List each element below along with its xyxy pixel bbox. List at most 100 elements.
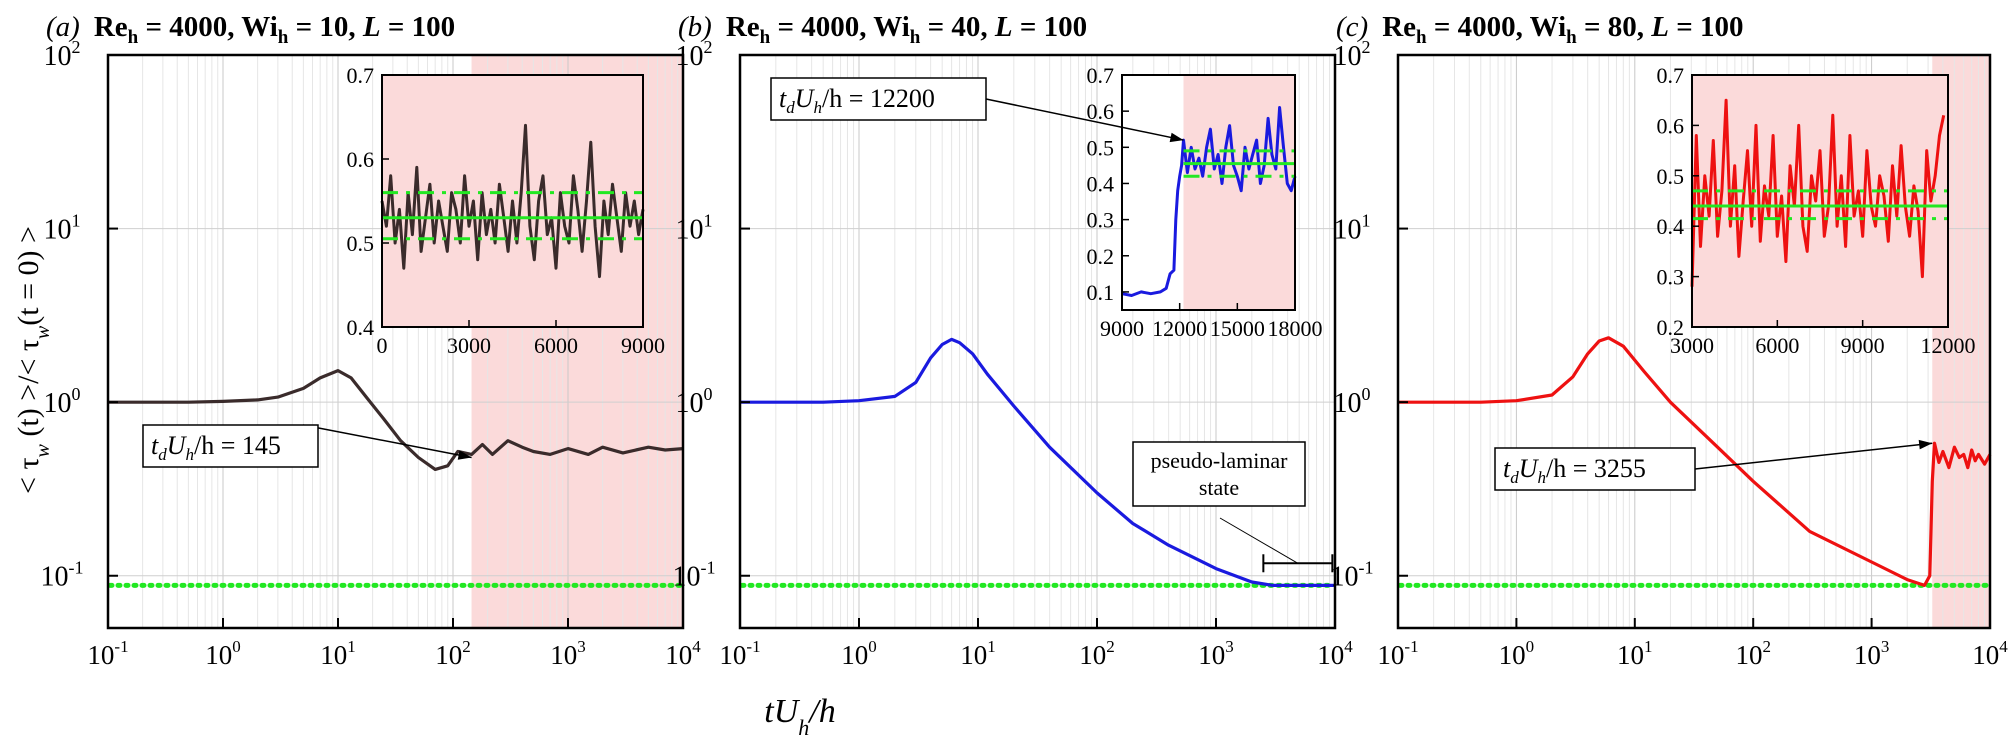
x-tick-label: 101: [320, 637, 356, 670]
x-tick-label: 104: [665, 637, 701, 670]
panel-title: (b) Reh = 4000, Wih = 40, L = 100: [678, 11, 1087, 48]
inset-frame: [1121, 74, 1296, 311]
y-tick-label: 102: [44, 37, 81, 72]
title-wi: Wi: [241, 11, 278, 43]
tick-exponent: 1: [987, 637, 996, 656]
inset-x-tick-label: 9000: [621, 333, 665, 358]
annotation-text: tdUh/h = 3255: [1503, 454, 1646, 487]
y-tick-label: 100: [1334, 384, 1371, 419]
title-wi-val: = 40,: [920, 11, 995, 43]
tick-exponent: -1: [1404, 637, 1418, 656]
pseudo-label-box: [1132, 441, 1306, 507]
annotation-arrow-head: [1918, 439, 1933, 450]
tick-base: 10: [676, 41, 704, 72]
tick-exponent: 1: [1362, 211, 1371, 231]
x-tick-label: 104: [1972, 637, 2008, 670]
ann-value: /h = 12200: [822, 84, 935, 113]
x-tick-label: 103: [550, 637, 586, 670]
inset-series-line: [1690, 98, 1946, 287]
ann-u: U: [795, 84, 816, 113]
tick-base: 10: [205, 640, 232, 670]
tick-exponent: -1: [1359, 558, 1374, 578]
panel-tag: (b): [678, 11, 712, 43]
tick-exponent: 1: [347, 637, 356, 656]
tick-base: 10: [44, 41, 72, 72]
ann-value: /h = 145: [194, 431, 281, 460]
inset-series-line: [1121, 106, 1297, 297]
panel-title: (a) Reh = 4000, Wih = 10, L = 100: [46, 11, 455, 48]
tick-base: 10: [1079, 640, 1106, 670]
inset-x-tick-label: 15000: [1210, 316, 1265, 341]
inset-frame: [1691, 74, 1949, 328]
title-re: Re: [726, 11, 760, 43]
inset-y-tick-label: 0.2: [1657, 315, 1685, 340]
title-wi: Wi: [873, 11, 910, 43]
tick-base: 10: [550, 640, 577, 670]
inset-y-tick-label: 0.5: [1657, 164, 1685, 189]
inset-y-tick-label: 0.7: [347, 63, 375, 88]
tick-exponent: 0: [704, 384, 713, 404]
inset-y-tick-label: 0.6: [1657, 113, 1685, 138]
tick-base: 10: [1317, 640, 1344, 670]
tick-base: 10: [1854, 640, 1881, 670]
tick-exponent: -1: [701, 558, 716, 578]
x-tick-label: 100: [841, 637, 877, 670]
pseudo-label-line1: pseudo-laminar: [1151, 448, 1289, 473]
inset-x-tick-label: 3000: [447, 333, 491, 358]
series-line: [108, 369, 684, 471]
tick-exponent: -1: [69, 558, 84, 578]
inset-y-tick-label: 0.3: [1087, 208, 1115, 233]
title-wi-val: = 10,: [288, 11, 363, 43]
inset-shade: [1183, 75, 1295, 310]
panel-tag: (a): [46, 11, 80, 43]
y-tick-label: 10-1: [41, 558, 84, 593]
y-tick-label: 10-1: [1331, 558, 1374, 593]
grid: [107, 54, 683, 628]
tick-base: 10: [841, 640, 868, 670]
y-tick-label: 100: [676, 384, 713, 419]
pseudo-leader: [1219, 517, 1299, 564]
tick-exponent: 2: [462, 637, 471, 656]
tick-base: 10: [44, 215, 72, 246]
tick-base: 10: [435, 640, 462, 670]
tick-exponent: 1: [1644, 637, 1653, 656]
inset-x-tick-label: 9000: [1841, 333, 1885, 358]
tick-exponent: 0: [868, 637, 877, 656]
annotation-arrow-line: [302, 424, 472, 459]
series-line: [1398, 336, 1992, 588]
inset-y-tick-label: 0.4: [1657, 214, 1685, 239]
y-tick-label: 101: [44, 211, 81, 246]
annotation-text: tdUh/h = 12200: [779, 84, 935, 117]
inset-y-tick-label: 0.4: [1087, 171, 1115, 196]
annotation-box: [770, 77, 987, 121]
annotation-text: tdUh/h = 145: [151, 431, 281, 464]
tick-base: 10: [44, 388, 72, 419]
y-tick-label: 102: [1334, 37, 1371, 72]
tick-exponent: 4: [1344, 637, 1353, 656]
y-tick-label: 102: [676, 37, 713, 72]
tick-exponent: 0: [72, 384, 81, 404]
title-l-val: = 100: [1669, 11, 1744, 43]
title-re: Re: [94, 11, 128, 43]
tick-base: 10: [1334, 41, 1362, 72]
ann-sub1: d: [158, 445, 167, 464]
tick-exponent: 0: [1362, 384, 1371, 404]
title-l-val: = 100: [381, 11, 456, 43]
ann-sub2: h: [1538, 468, 1547, 487]
tick-exponent: 0: [1526, 637, 1535, 656]
tick-base: 10: [1377, 640, 1404, 670]
inset-y-tick-label: 0.3: [1657, 265, 1685, 290]
ann-sub1: d: [786, 98, 795, 117]
inset-y-tick-label: 0.6: [1087, 99, 1115, 124]
inset-frame: [381, 74, 644, 328]
ann-sub2: h: [186, 445, 195, 464]
x-tick-label: 10-1: [1377, 637, 1418, 670]
tick-exponent: 4: [692, 637, 701, 656]
title-wi-sub: h: [278, 27, 289, 48]
tick-base: 10: [1499, 640, 1526, 670]
inset-x-tick-label: 6000: [1755, 333, 1799, 358]
annotation-arrow-head: [457, 450, 472, 460]
plot-frame: [1396, 53, 1992, 630]
x-tick-label: 103: [1854, 637, 1890, 670]
tick-exponent: 0: [232, 637, 241, 656]
